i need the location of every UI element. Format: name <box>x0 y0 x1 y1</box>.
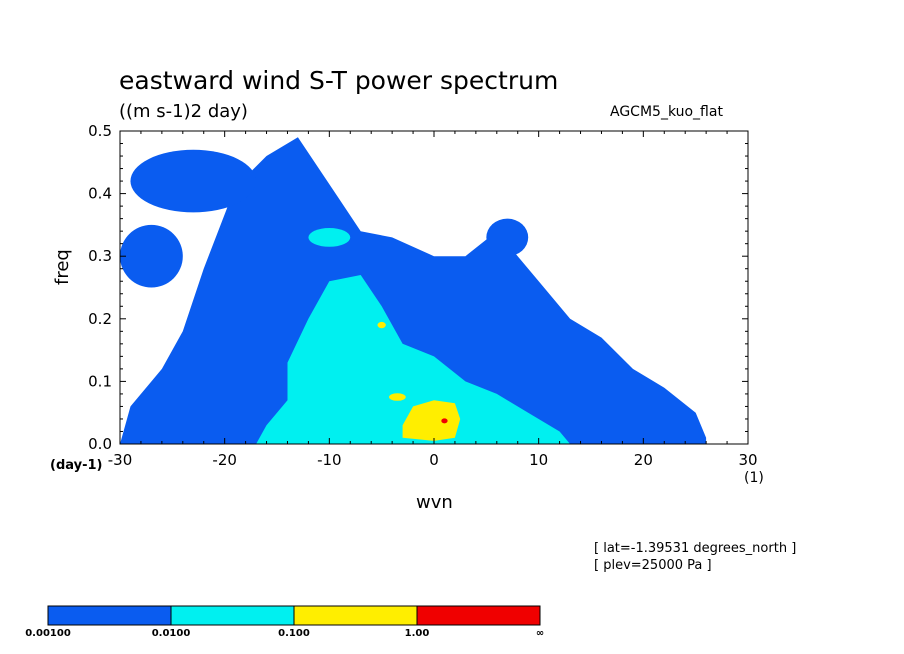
dataset-name: AGCM5_kuo_flat <box>610 104 723 120</box>
axis-ticks: -30 -20 -10 0 10 20 30 0.0 0.1 0.2 0.3 0.4 0.5 <box>88 122 757 469</box>
colorbar-swatch <box>171 606 294 625</box>
x-axis-label: wvn <box>416 492 453 513</box>
contour-region <box>120 137 707 444</box>
annotation-plev: [ plev=25000 Pa ] <box>594 558 712 573</box>
contour-region <box>256 275 571 444</box>
colorbar-swatch <box>294 606 417 625</box>
y-axis-label: freq <box>52 249 73 285</box>
contour-region <box>377 321 386 329</box>
x-tick-label: -10 <box>317 451 342 469</box>
contour-region <box>388 393 406 401</box>
color-bar <box>47 605 541 626</box>
y-tick-label: 0.1 <box>88 372 112 390</box>
colorbar-swatch <box>417 606 540 625</box>
colorbar-label: 0.0100 <box>151 628 191 639</box>
contour-region <box>334 312 387 338</box>
y-tick-label: 0.3 <box>88 247 112 265</box>
x-tick-label: 0 <box>429 451 439 469</box>
contour-region <box>402 400 461 441</box>
y-tick-label: 0.2 <box>88 310 112 328</box>
chart-title: eastward wind S-T power spectrum <box>119 66 559 95</box>
contour-region <box>130 149 257 213</box>
annotation-lat: [ lat=-1.39531 degrees_north ] <box>594 541 797 556</box>
chart-units: ((m s-1)2 day) <box>119 101 248 122</box>
contour-fills <box>120 137 707 444</box>
contour-region <box>120 224 183 288</box>
colorbar-swatch <box>48 606 171 625</box>
x-tick-label: -20 <box>212 451 237 469</box>
x-tick-label: -30 <box>108 451 133 469</box>
colorbar-label: 0.00100 <box>25 628 71 639</box>
colorbar-label: 0.100 <box>278 628 310 639</box>
contour-region <box>308 228 351 247</box>
y-axis-unit: (day-1) <box>50 458 103 473</box>
x-tick-label: 20 <box>634 451 653 469</box>
x-tick-label: 10 <box>529 451 548 469</box>
y-tick-label: 0.5 <box>88 122 112 140</box>
y-tick-label: 0.0 <box>88 435 112 453</box>
y-tick-label: 0.4 <box>88 185 112 203</box>
contour-region <box>486 218 529 257</box>
x-axis-unit: (1) <box>744 470 764 486</box>
x-tick-label: 30 <box>738 451 757 469</box>
colorbar-label: 1.00 <box>404 628 430 639</box>
contour-region <box>441 418 448 424</box>
colorbar-label: ∞ <box>535 628 545 639</box>
